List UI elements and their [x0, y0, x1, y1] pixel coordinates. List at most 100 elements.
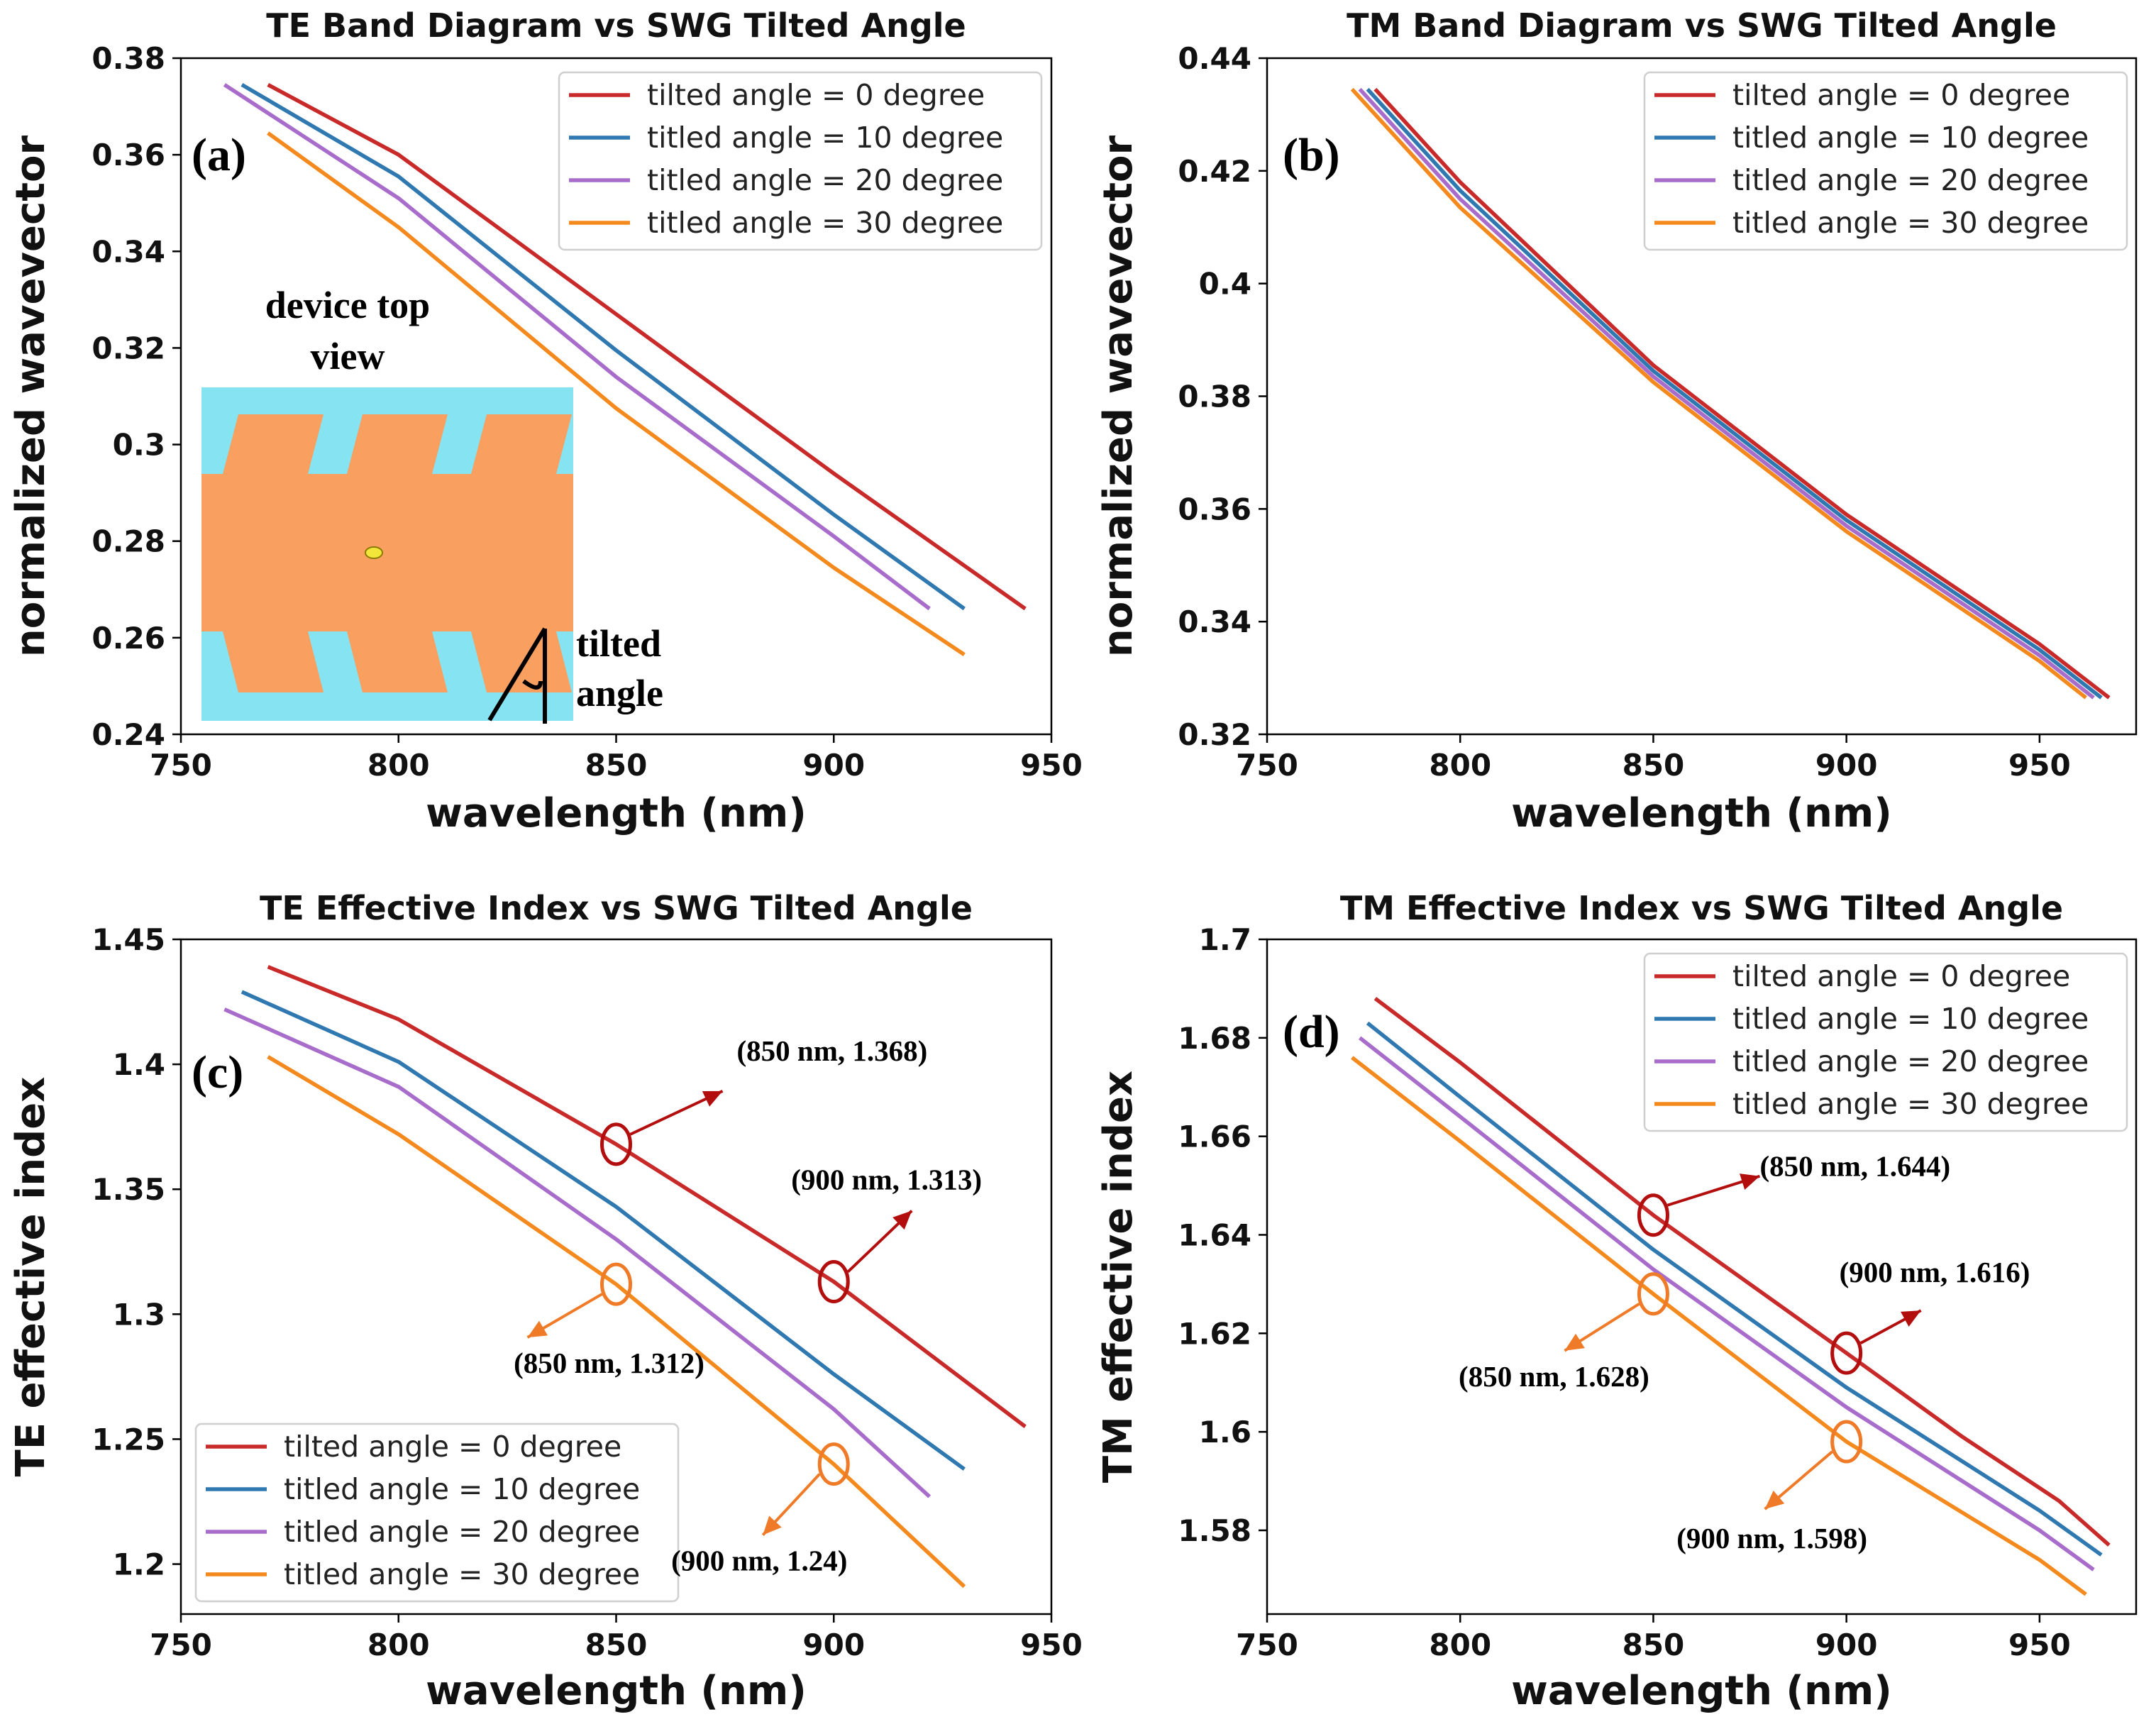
series-line-0: [1373, 997, 2111, 1547]
series-line-0: [267, 82, 1027, 611]
x-tick-label: 900: [802, 1628, 865, 1662]
series-line-3: [267, 1055, 966, 1589]
x-tick-label: 900: [802, 748, 865, 783]
annotation: (850 nm, 1.628): [1459, 1272, 1669, 1393]
y-tick-label: 0.24: [92, 717, 165, 752]
y-tick-label: 1.2: [113, 1547, 165, 1582]
y-tick-label: 0.44: [1178, 41, 1251, 76]
annotation: (850 nm, 1.312): [514, 1262, 704, 1379]
y-tick-label: 0.38: [92, 41, 165, 76]
annotation-label: (850 nm, 1.644): [1759, 1150, 1950, 1183]
x-axis-label: wavelength (nm): [426, 1668, 807, 1714]
y-tick-label: 1.6: [1199, 1415, 1251, 1449]
annotation-label: (900 nm, 1.24): [671, 1545, 847, 1577]
x-tick-label: 900: [1815, 1628, 1878, 1662]
annotation-ellipse: [1637, 1193, 1669, 1237]
y-tick-label: 0.34: [1178, 604, 1251, 639]
chart-panel-4: TM Effective Index vs SWG Tilted Angle 75…: [1095, 889, 2138, 1714]
annotation-label: (900 nm, 1.313): [791, 1164, 982, 1196]
x-tick-label: 800: [367, 1628, 430, 1662]
inset-grating-tooth-bottom: [347, 631, 448, 692]
chart-panel-3: TE Effective Index vs SWG Tilted Angle 75…: [8, 889, 1083, 1714]
series-line-1: [1366, 87, 2103, 700]
x-tick-label: 850: [1622, 1628, 1685, 1662]
y-tick-label: 0.32: [92, 331, 165, 365]
annotation-arrowhead: [1764, 1491, 1785, 1510]
legend-entry: tilted angle = 0 degree: [647, 78, 985, 112]
series-line-3: [1350, 87, 2087, 700]
inset-grating-tooth-top: [347, 414, 448, 474]
annotation-ellipse: [1830, 1420, 1863, 1464]
x-tick-label: 950: [1020, 1628, 1083, 1662]
inset-grating-tooth-top: [471, 414, 572, 474]
legend-entry: titled angle = 10 degree: [1732, 121, 2089, 155]
annotation-arrowhead: [527, 1320, 548, 1338]
chart-panel-1: TE Band Diagram vs SWG Tilted Angle 750 80…: [8, 6, 1083, 836]
annotation: (850 nm, 1.644): [1637, 1150, 1950, 1237]
x-tick-label: 950: [2008, 748, 2071, 783]
y-axis-label: TE effective index: [8, 1077, 54, 1477]
y-tick-label: 1.64: [1178, 1217, 1251, 1252]
x-tick-label: 950: [1020, 748, 1083, 783]
legend-entry: tilted angle = 0 degree: [1732, 959, 2070, 993]
legend-box: [1643, 952, 2128, 1132]
chart-title: TE Band Diagram vs SWG Tilted Angle: [266, 6, 966, 45]
inset-waveguide-core: [201, 474, 573, 631]
annotation-arrowhead: [763, 1515, 782, 1535]
x-tick-label: 750: [1236, 1628, 1298, 1662]
annotation-label: (850 nm, 1.368): [737, 1034, 928, 1067]
series-line-1: [241, 990, 966, 1471]
chart-title: TM Band Diagram vs SWG Tilted Angle: [1347, 6, 2057, 45]
annotation: (900 nm, 1.313): [791, 1164, 982, 1304]
inset-title: view: [311, 335, 385, 377]
device-inset: device top view tilted angle: [201, 284, 663, 724]
legend: tilted angle = 0 degree titled angle = 10…: [558, 71, 1043, 251]
y-tick-label: 1.25: [92, 1422, 165, 1457]
x-tick-label: 800: [1429, 748, 1491, 783]
x-tick-label: 800: [367, 748, 430, 783]
inset-angle-label: tilted: [576, 622, 661, 665]
annotation-ellipse: [1637, 1272, 1669, 1316]
y-tick-label: 0.32: [1178, 717, 1251, 752]
series-line-3: [267, 131, 966, 656]
legend-entry: titled angle = 20 degree: [1732, 163, 2089, 197]
legend-entry: titled angle = 30 degree: [647, 206, 1003, 240]
annotation-arrowhead: [1740, 1173, 1760, 1190]
y-tick-label: 0.28: [92, 524, 165, 559]
chart-panel-2: TM Band Diagram vs SWG Tilted Angle 750 80…: [1095, 6, 2138, 836]
series-line-2: [1359, 1036, 2095, 1571]
x-axis-label: wavelength (nm): [426, 790, 807, 836]
y-tick-label: 1.4: [113, 1047, 165, 1082]
y-tick-label: 0.3: [113, 428, 165, 463]
series-line-2: [223, 83, 931, 611]
y-tick-label: 1.35: [92, 1172, 165, 1207]
inset-grating-tooth-bottom: [471, 631, 572, 692]
annotation-arrowhead: [1564, 1333, 1585, 1351]
legend-entry: titled angle = 10 degree: [284, 1472, 640, 1506]
legend-entry: titled angle = 20 degree: [647, 163, 1003, 197]
inset-grating-tooth-bottom: [223, 631, 324, 692]
y-tick-label: 0.38: [1178, 380, 1251, 414]
panel-label: (b): [1283, 129, 1340, 181]
legend-box: [558, 71, 1043, 251]
inset-angle-marker: [487, 627, 547, 724]
x-tick-label: 800: [1429, 1628, 1491, 1662]
x-axis-label: wavelength (nm): [1511, 790, 1892, 836]
y-tick-label: 1.45: [92, 922, 165, 957]
x-tick-label: 850: [585, 748, 648, 783]
annotation-ellipse: [600, 1122, 632, 1166]
y-tick-label: 0.36: [92, 138, 165, 172]
annotation-label: (850 nm, 1.628): [1459, 1360, 1649, 1393]
annotation-ellipse: [600, 1262, 632, 1306]
chart-title: TE Effective Index vs SWG Tilted Angle: [260, 889, 973, 927]
y-tick-label: 0.36: [1178, 492, 1251, 526]
legend-entry: titled angle = 10 degree: [1732, 1002, 2089, 1036]
series-line-2: [223, 1007, 931, 1498]
y-tick-label: 0.34: [92, 234, 165, 269]
series-line-3: [1351, 1056, 2087, 1596]
y-tick-label: 0.42: [1178, 154, 1251, 189]
chart-title: TM Effective Index vs SWG Tilted Angle: [1340, 889, 2063, 927]
legend-entry: titled angle = 30 degree: [1732, 206, 2089, 240]
annotation-ellipse: [817, 1260, 850, 1304]
